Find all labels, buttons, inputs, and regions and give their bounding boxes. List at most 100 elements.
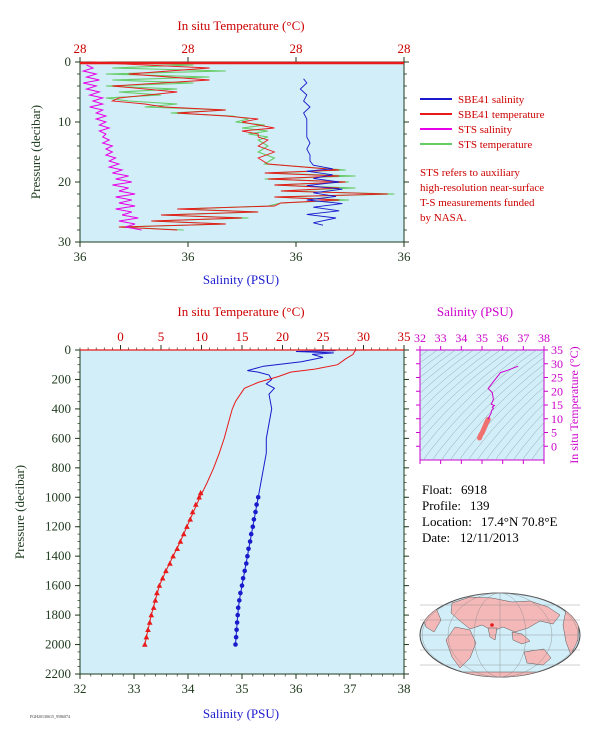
map-land-eurasia <box>450 596 561 633</box>
ts-density-contour <box>431 350 544 460</box>
full-profile-y-tick-label: 0 <box>65 342 72 357</box>
temperature-marker <box>197 489 204 496</box>
info-profile-value: 139 <box>470 498 490 513</box>
info-date-label: Date: <box>422 530 450 545</box>
full-profile-top-tick-label: 0 <box>117 329 124 344</box>
near-surface-x-axis-title: Salinity (PSU) <box>203 272 279 287</box>
temperature-marker <box>187 516 193 522</box>
temperature-marker <box>163 567 169 574</box>
ts-density-contour <box>440 357 544 460</box>
ts-density-contour <box>521 432 544 460</box>
salinity-marker <box>234 620 240 625</box>
legend-note-line-3: T-S measurements funded <box>420 197 535 209</box>
salinity-marker <box>235 605 241 610</box>
sbe41-salinity-line <box>235 349 337 645</box>
temperature-marker <box>142 641 148 647</box>
salinity-marker <box>239 583 245 588</box>
map-land-africa <box>445 626 477 669</box>
ts-right-tick-label: 0 <box>551 439 557 453</box>
temperature-marker <box>174 545 180 551</box>
info-location-label: Location: <box>422 514 472 529</box>
ts-right-tick-label: 5 <box>551 426 557 440</box>
ts-right-tick-label: 35 <box>551 343 563 357</box>
full-profile-top-axis-title: In situ Temperature (°C) <box>177 304 304 319</box>
salinity-marker <box>248 531 254 537</box>
ts-top-tick-label: 36 <box>497 331 509 345</box>
salinity-marker <box>245 553 250 559</box>
near-surface-top-tick-label: 28 <box>182 41 195 56</box>
salinity-marker <box>238 590 243 596</box>
ts-density-contour <box>494 403 544 460</box>
ts-density-contour <box>420 350 483 403</box>
world-map <box>419 592 581 678</box>
full-profile-y-tick-label: 400 <box>52 401 72 416</box>
ts-density-contour <box>420 350 528 453</box>
full-profile-bottom-tick-label: 38 <box>398 681 411 696</box>
temperature-marker <box>143 634 150 640</box>
full-profile-top-tick-label: 35 <box>398 329 411 344</box>
legend-note-line-4: by NASA. <box>420 212 467 224</box>
temperature-marker <box>189 509 196 515</box>
full-profile-y-tick-label: 2000 <box>45 637 71 652</box>
ts-top-tick-label: 35 <box>476 331 488 345</box>
ts-density-contour <box>422 350 537 460</box>
near-surface-plot-area <box>79 61 405 243</box>
salinity-marker <box>246 546 251 552</box>
legend-label-sts-temperature: STS temperature <box>458 139 532 151</box>
salinity-marker <box>234 627 239 633</box>
full-profile-bottom-tick-label: 37 <box>344 681 358 696</box>
ts-deep-band <box>477 416 491 441</box>
near-surface-y-tick-label: 10 <box>58 114 71 129</box>
temperature-marker <box>152 597 159 603</box>
legend-note-line-1: STS refers to auxiliary <box>420 167 520 179</box>
temperature-marker <box>148 612 155 618</box>
near-surface-chart: In situ Temperature (°C) 28 28 28 28 0 10 20 3… <box>28 18 411 287</box>
ts-plot-area <box>419 349 545 461</box>
sts-salinity-line <box>81 64 142 231</box>
full-profile-y-tick-label: 800 <box>52 460 72 475</box>
near-surface-top-tick-label: 28 <box>398 41 411 56</box>
temperature-marker <box>150 604 157 610</box>
ts-top-tick-label: 34 <box>455 331 467 345</box>
full-profile-top-tick-label: 15 <box>236 329 249 344</box>
temperature-marker <box>159 575 166 581</box>
legend-label-sbe41-temperature: SBE41 temperature <box>458 109 545 121</box>
ts-density-contour <box>530 442 544 460</box>
ts-density-contour <box>449 364 544 460</box>
full-profile-top-tick-label: 25 <box>317 329 330 344</box>
temperature-marker <box>170 553 176 559</box>
ts-density-contour <box>485 394 544 460</box>
ts-density-contour <box>503 412 544 460</box>
full-profile-bottom-tick-label: 34 <box>182 681 196 696</box>
temperature-marker <box>180 531 187 537</box>
ts-right-tick-label: 10 <box>551 412 563 426</box>
salinity-marker <box>254 502 259 507</box>
ts-top-axis-title: Salinity (PSU) <box>437 304 513 319</box>
full-profile-top-tick-label: 30 <box>357 329 370 344</box>
full-profile-bottom-tick-label: 32 <box>74 681 87 696</box>
temperature-marker <box>184 523 190 529</box>
full-profile-y-tick-label: 1000 <box>45 489 71 504</box>
full-profile-y-tick-label: 200 <box>52 371 72 386</box>
ts-diagram: Salinity (PSU) 32 33 34 35 36 37 38 0510152025… <box>414 304 581 464</box>
full-profile-bottom-tick-label: 36 <box>290 681 304 696</box>
near-surface-bottom-tick-label: 36 <box>398 249 412 264</box>
ts-top-tick-label: 32 <box>414 331 426 345</box>
salinity-marker <box>240 576 246 581</box>
ts-density-contour <box>420 350 492 412</box>
map-float-location <box>490 623 494 627</box>
ts-density-contour <box>420 350 519 442</box>
temperature-marker <box>156 582 163 588</box>
info-float-label: Float: <box>422 482 452 497</box>
ts-right-tick-label: 25 <box>551 371 563 385</box>
salinity-marker <box>247 539 253 544</box>
float-info: Float: 6918 Profile: 139 Location: 17.4°… <box>422 482 558 545</box>
near-surface-bottom-tick-label: 36 <box>290 249 304 264</box>
full-profile-bottom-tick-label: 35 <box>236 681 249 696</box>
ts-top-tick-label: 38 <box>538 331 550 345</box>
map-land-australia <box>523 648 552 666</box>
legend: SBE41 salinity SBE41 temperature STS sal… <box>420 94 545 224</box>
full-profile-top-tick-label: 5 <box>158 329 165 344</box>
legend-label-sts-salinity: STS salinity <box>458 124 513 136</box>
info-profile-label: Profile: <box>422 498 461 513</box>
